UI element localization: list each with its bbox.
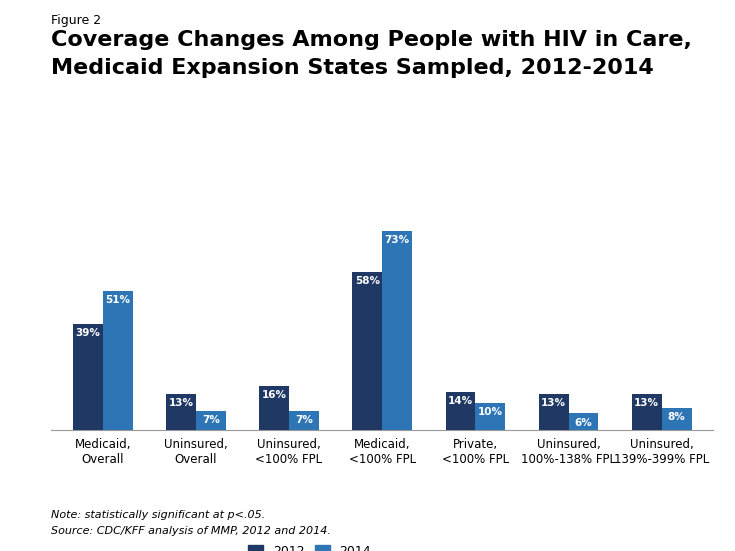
Bar bbox=[569, 413, 598, 430]
Text: 39%: 39% bbox=[76, 328, 100, 338]
Bar bbox=[632, 395, 662, 430]
Bar bbox=[103, 291, 132, 430]
Bar bbox=[382, 231, 412, 430]
Text: Note: statistically significant at p<.05.: Note: statistically significant at p<.05… bbox=[51, 510, 265, 520]
Text: 10%: 10% bbox=[478, 407, 503, 417]
Text: Source: CDC/KFF analysis of MMP, 2012 and 2014.: Source: CDC/KFF analysis of MMP, 2012 an… bbox=[51, 526, 331, 536]
Text: 14%: 14% bbox=[448, 396, 473, 406]
Bar bbox=[166, 395, 196, 430]
Text: Coverage Changes Among People with HIV in Care,: Coverage Changes Among People with HIV i… bbox=[51, 30, 692, 50]
Bar bbox=[352, 272, 382, 430]
Text: 7%: 7% bbox=[295, 415, 313, 425]
Text: 6%: 6% bbox=[575, 418, 592, 428]
Bar bbox=[662, 408, 692, 430]
Text: 13%: 13% bbox=[168, 398, 193, 408]
Text: 7%: 7% bbox=[202, 415, 220, 425]
Bar bbox=[73, 323, 103, 430]
Text: 8%: 8% bbox=[667, 412, 686, 422]
Text: 58%: 58% bbox=[355, 276, 380, 286]
Bar bbox=[445, 392, 476, 430]
Text: 16%: 16% bbox=[262, 390, 287, 401]
Bar bbox=[259, 386, 289, 430]
Legend: 2012, 2014: 2012, 2014 bbox=[243, 540, 376, 551]
Bar bbox=[289, 410, 319, 430]
Text: 73%: 73% bbox=[384, 235, 409, 245]
Text: 13%: 13% bbox=[541, 398, 566, 408]
Text: 13%: 13% bbox=[634, 398, 659, 408]
Text: 51%: 51% bbox=[105, 295, 130, 305]
Text: Medicaid Expansion States Sampled, 2012-2014: Medicaid Expansion States Sampled, 2012-… bbox=[51, 58, 654, 78]
Bar bbox=[476, 403, 505, 430]
Bar bbox=[196, 410, 226, 430]
Bar bbox=[539, 395, 569, 430]
Text: Figure 2: Figure 2 bbox=[51, 14, 101, 27]
